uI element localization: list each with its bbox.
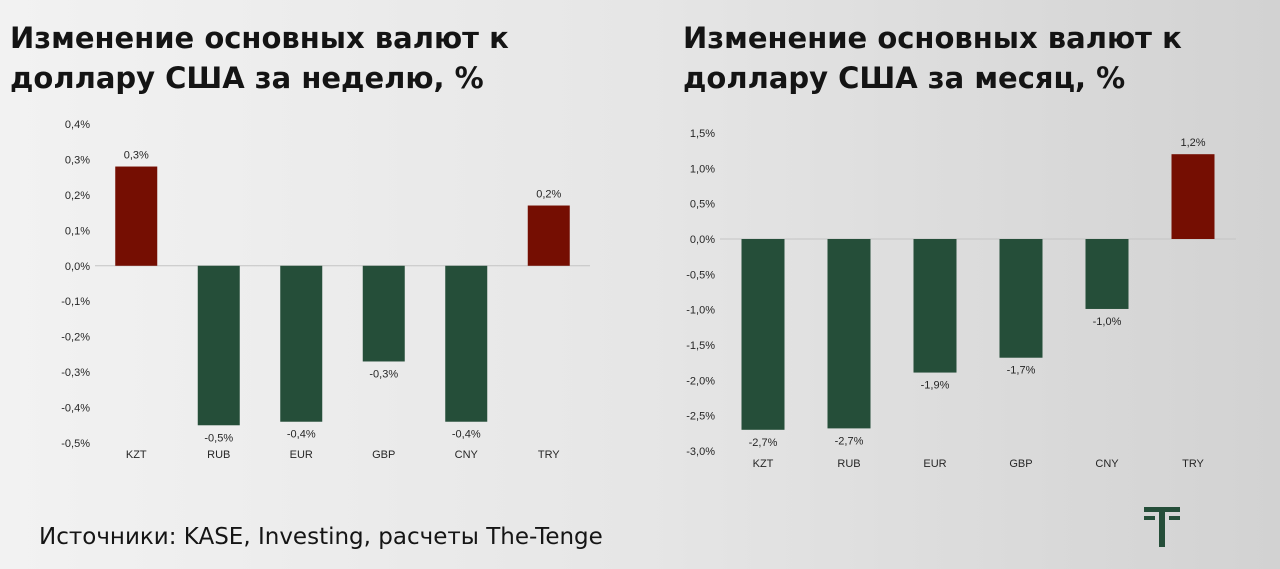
category-label: CNY bbox=[455, 449, 479, 461]
weekly-change-chart: 0,4% 0,3% 0,2% 0,1% 0,0% -0,1% -0,2% -0,3% -0,4%… bbox=[61, 119, 590, 461]
data-label: -0,5% bbox=[204, 432, 233, 444]
monthly-change-chart: 1,5% 1,0% 0,5% 0,0% -0,5% -1,0% -1,5% -2,0% -2,5… bbox=[686, 128, 1236, 470]
y-tick-label: -2,0% bbox=[686, 375, 715, 387]
y-tick-label: -0,2% bbox=[61, 332, 90, 344]
y-tick-label: -1,5% bbox=[686, 340, 715, 352]
category-label: EUR bbox=[290, 449, 313, 461]
category-label: TRY bbox=[1182, 458, 1204, 470]
y-tick-label: -0,3% bbox=[61, 367, 90, 379]
y-tick-label: -0,5% bbox=[61, 438, 90, 450]
y-tick-label: 0,1% bbox=[65, 225, 90, 237]
data-label: -0,4% bbox=[287, 429, 316, 441]
category-label: KZT bbox=[126, 449, 147, 461]
y-tick-label: -1,0% bbox=[686, 305, 715, 317]
category-label: RUB bbox=[207, 449, 230, 461]
bar-gbp bbox=[999, 239, 1043, 358]
data-label: 0,2% bbox=[536, 189, 561, 201]
chart-title-week: Изменение основных валют к доллару США з… bbox=[10, 21, 509, 95]
category-label: TRY bbox=[538, 449, 560, 461]
y-tick-label: 0,3% bbox=[65, 154, 90, 166]
y-tick-label: 0,2% bbox=[65, 190, 90, 202]
data-label: -0,4% bbox=[452, 429, 481, 441]
y-tick-label: 1,5% bbox=[690, 128, 715, 140]
bar-kzt bbox=[115, 166, 158, 266]
bar-try bbox=[1171, 154, 1215, 239]
data-label: 0,3% bbox=[124, 150, 149, 162]
y-tick-label: -0,4% bbox=[61, 403, 90, 415]
y-tick-label: -3,0% bbox=[686, 446, 715, 458]
y-tick-label: 1,0% bbox=[690, 163, 715, 175]
chart-title-month: Изменение основных валют к доллару США з… bbox=[683, 21, 1182, 95]
category-label: CNY bbox=[1095, 458, 1119, 470]
bar-cny bbox=[445, 265, 488, 422]
bar-eur bbox=[913, 239, 957, 373]
y-tick-label: 0,4% bbox=[65, 119, 90, 131]
the-tenge-logo-icon bbox=[1144, 507, 1180, 547]
data-label: -0,3% bbox=[369, 368, 398, 380]
category-label: KZT bbox=[753, 458, 774, 470]
bar-eur bbox=[280, 265, 323, 422]
bar-gbp bbox=[362, 265, 405, 362]
data-label: -1,0% bbox=[1093, 316, 1122, 328]
category-label: RUB bbox=[837, 458, 860, 470]
data-label: -1,7% bbox=[1007, 365, 1036, 377]
data-label: -2,7% bbox=[835, 435, 864, 447]
y-tick-label: 0,5% bbox=[690, 199, 715, 211]
category-label: GBP bbox=[1009, 458, 1032, 470]
bar-rub bbox=[197, 265, 240, 426]
bar-rub bbox=[827, 239, 871, 429]
data-label: -1,9% bbox=[921, 380, 950, 392]
bar-cny bbox=[1085, 239, 1129, 309]
y-tick-label: 0,0% bbox=[65, 261, 90, 273]
category-label: EUR bbox=[923, 458, 946, 470]
bar-kzt bbox=[741, 239, 785, 430]
y-tick-label: -0,1% bbox=[61, 296, 90, 308]
category-label: GBP bbox=[372, 449, 395, 461]
y-tick-label: 0,0% bbox=[690, 234, 715, 246]
y-tick-label: -0,5% bbox=[686, 269, 715, 281]
source-note: Источники: KASE, Investing, расчеты The-… bbox=[39, 524, 603, 550]
data-label: 1,2% bbox=[1180, 137, 1205, 149]
data-label: -2,7% bbox=[749, 437, 778, 449]
y-tick-label: -2,5% bbox=[686, 411, 715, 423]
bar-try bbox=[527, 205, 570, 266]
